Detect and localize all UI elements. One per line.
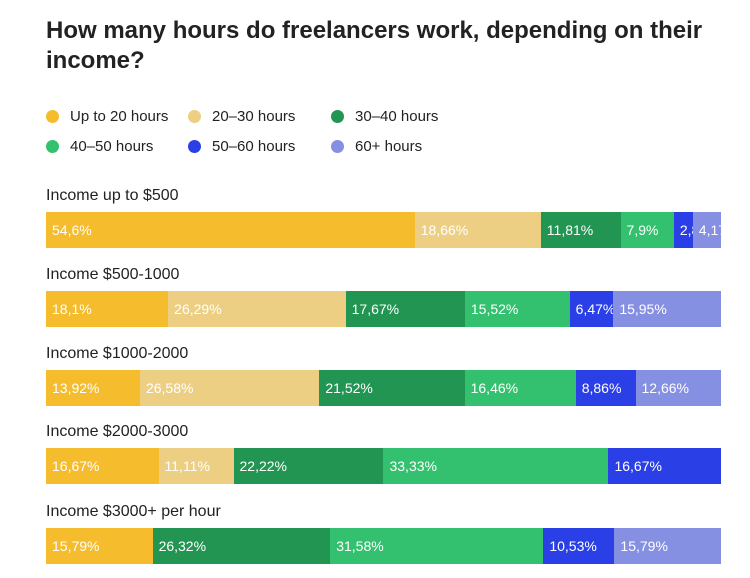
data-label: 11,81% [546, 222, 594, 238]
stacked-bar: 16,67% 11,11% 22,22% 33,33% 16,67% [46, 448, 721, 484]
row-label: Income $500-1000 [46, 266, 180, 283]
bar-segment-up-to-20-hours: 18,1% [46, 291, 169, 327]
data-label: 22,22% [239, 458, 287, 474]
data-label: 7,9% [626, 222, 659, 238]
legend-item-40-50-hours: 40–50 hours [46, 136, 188, 156]
data-label: 15,79% [52, 538, 100, 554]
bar-segment-40-50-hours: 31,58% [330, 528, 544, 564]
data-label: 17,67% [351, 301, 400, 317]
bar-segment-20-30-hours: 26,29% [168, 291, 346, 327]
bar-segment-30-40-hours: 26,32% [152, 528, 331, 564]
data-label: 15,95% [619, 301, 667, 317]
data-label: 15,79% [620, 538, 668, 554]
data-label: 18,66% [420, 222, 469, 238]
data-label: 6,47% [575, 301, 614, 317]
data-label: 16,67% [52, 458, 100, 474]
legend-label: 40–50 hours [70, 137, 154, 155]
legend-label: 30–40 hours [355, 107, 439, 125]
bar-segment-60-hours: 4,17% [692, 212, 721, 248]
row-label: Income $1000-2000 [46, 345, 189, 362]
data-label: 8,86% [581, 380, 622, 396]
legend-swatch [46, 139, 59, 153]
chart-title: How many hours do freelancers work, depe… [46, 17, 703, 74]
row-label: Income $3000+ per hour [46, 503, 221, 520]
bar-segment-50-60-hours: 2,8% [673, 212, 693, 248]
bar-segment-up-to-20-hours: 54,6% [46, 212, 415, 248]
bar-segment-60-hours: 12,66% [635, 370, 721, 406]
bar-segment-30-40-hours: 17,67% [345, 291, 465, 327]
data-label: 54,6% [52, 222, 92, 238]
bar-row: Income $2000-3000 16,67% 11,11% 22,22% 33,33… [46, 422, 721, 484]
bar-segment-60-hours: 15,79% [614, 528, 721, 564]
legend-swatch [331, 139, 344, 153]
legend-item-60-hours: 60+ hours [331, 136, 491, 156]
legend-label: Up to 20 hours [70, 107, 169, 125]
data-label: 13,92% [52, 380, 100, 396]
data-label: 33,33% [389, 458, 437, 474]
bar-row: Income $1000-2000 13,92% 26,58% 21,52% 16,46… [46, 344, 721, 406]
stacked-bar: 54,6% 18,66% 11,81% 7,9% 2,8% 4,17% [46, 212, 721, 248]
bar-row: Income $500-1000 18,1% 26,29% 17,67% 15,52% 6… [46, 265, 721, 327]
bar-segment-40-50-hours: 33,33% [383, 448, 609, 484]
legend-item-20-30-hours: 20–30 hours [188, 106, 331, 126]
bar-segment-40-50-hours: 16,46% [464, 370, 576, 406]
row-label: Income $2000-3000 [46, 423, 189, 440]
stacked-bar: 13,92% 26,58% 21,52% 16,46% 8,86% 12,66% [46, 370, 721, 406]
legend-swatch [188, 139, 201, 153]
data-label: 2,8% [679, 222, 693, 238]
data-label: 26,32% [158, 538, 207, 554]
data-label: 4,17% [698, 222, 721, 238]
bar-segment-40-50-hours: 7,9% [620, 212, 674, 248]
bar-row: Income up to $500 54,6% 18,66% 11,81% 7,9% 2,… [46, 186, 721, 248]
bar-segment-50-60-hours: 8,86% [575, 370, 636, 406]
bar-segment-30-40-hours: 11,81% [540, 212, 621, 248]
data-label: 16,67% [614, 458, 662, 474]
legend-swatch [331, 109, 344, 123]
bar-segment-40-50-hours: 15,52% [464, 291, 570, 327]
bar-segment-50-60-hours: 16,67% [608, 448, 721, 484]
data-label: 21,52% [325, 380, 373, 396]
bar-segment-20-30-hours: 18,66% [414, 212, 541, 248]
data-label: 26,58% [145, 380, 194, 396]
legend-swatch [188, 109, 201, 123]
stacked-bar: 18,1% 26,29% 17,67% 15,52% 6,47% 15,95% [46, 291, 721, 327]
bar-segment-20-30-hours: 11,11% [158, 448, 234, 484]
data-label: 12,66% [641, 380, 689, 396]
legend-swatch [46, 109, 59, 123]
bar-segment-20-30-hours: 26,58% [139, 370, 320, 406]
stacked-bar: 15,79% 26,32% 31,58% 10,53% 15,79% [46, 528, 721, 564]
legend-label: 50–60 hours [212, 137, 296, 155]
data-label: 31,58% [336, 538, 384, 554]
data-label: 18,1% [52, 301, 92, 317]
bar-row: Income $3000+ per hour 15,79% 26,32% 31,58%… [46, 502, 721, 564]
legend-item-up-to-20-hours: Up to 20 hours [46, 106, 188, 126]
legend-label: 60+ hours [355, 137, 423, 155]
bar-segment-30-40-hours: 22,22% [233, 448, 384, 484]
bar-segment-60-hours: 15,95% [613, 291, 721, 327]
data-label: 15,52% [470, 301, 519, 317]
bar-segment-50-60-hours: 10,53% [543, 528, 615, 564]
legend: Up to 20 hours 20–30 hours 30–40 hours 40–5… [46, 106, 726, 156]
data-label: 26,29% [174, 301, 222, 317]
bar-segment-up-to-20-hours: 16,67% [46, 448, 159, 484]
legend-item-30-40-hours: 30–40 hours [331, 106, 491, 126]
legend-label: 20–30 hours [212, 107, 296, 125]
bar-segment-up-to-20-hours: 13,92% [46, 370, 140, 406]
row-label: Income up to $500 [46, 187, 179, 204]
data-label: 10,53% [549, 538, 597, 554]
data-label: 16,46% [470, 380, 519, 396]
data-label: 11,11% [164, 458, 210, 474]
legend-item-50-60-hours: 50–60 hours [188, 136, 331, 156]
bar-segment-up-to-20-hours: 15,79% [46, 528, 153, 564]
bar-segment-30-40-hours: 21,52% [319, 370, 465, 406]
bar-segment-50-60-hours: 6,47% [569, 291, 614, 327]
